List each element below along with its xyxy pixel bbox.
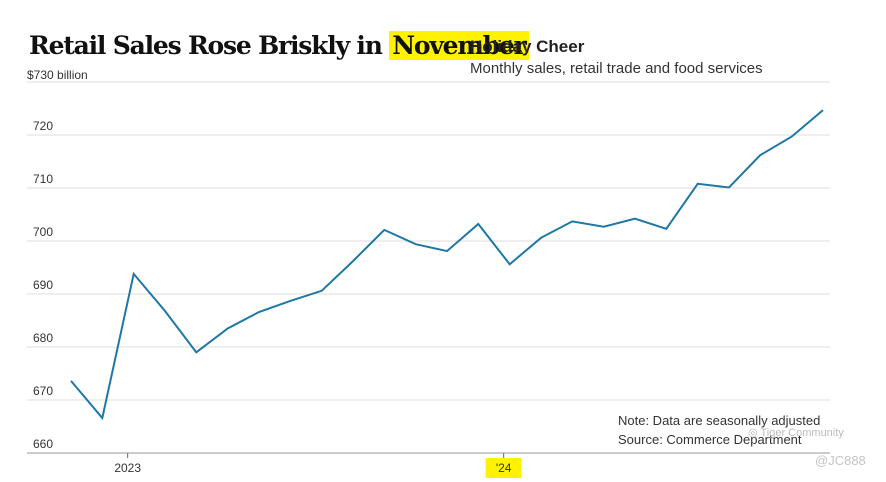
grid-lines: [27, 81, 830, 454]
source-text: Source: Commerce Department: [618, 432, 802, 447]
headline-highlight: November: [389, 31, 529, 60]
watermark-handle: @JC888: [815, 453, 866, 468]
y-tick-label-710: 710: [33, 172, 53, 186]
y-tick-label-660: 660: [33, 437, 53, 451]
x-tick-label: '24: [496, 461, 512, 475]
chart-subtitle: Monthly sales, retail trade and food ser…: [470, 60, 763, 77]
x-tick-label: 2023: [114, 461, 141, 475]
y-tick-label-690: 690: [33, 278, 53, 292]
headline: Retail Sales Rose Briskly in November: [29, 30, 529, 62]
chart-title: Holiday Cheer: [470, 37, 585, 56]
y-tick-label-700: 700: [33, 225, 53, 239]
y-unit-label: $730 billion: [27, 68, 88, 82]
y-tick-labels: 720 710 700 690 680 670 660: [33, 119, 53, 451]
y-tick-label-680: 680: [33, 331, 53, 345]
x-tick-labels: 2023 '24: [114, 453, 522, 478]
headline-text: Retail Sales Rose Briskly in: [29, 31, 390, 60]
watermark-logo-icon: ◎: [748, 427, 761, 439]
x-tick-highlight: [485, 458, 522, 478]
y-tick-label-720: 720: [33, 119, 53, 133]
note-text: Note: Data are seasonally adjusted: [618, 413, 821, 428]
watermark-community-text: Tiger Community: [760, 427, 844, 439]
watermark-community: ◎ Tiger Community: [748, 426, 844, 439]
y-tick-label-670: 670: [33, 384, 53, 398]
series-line-0: [70, 109, 824, 421]
series-lines: [70, 109, 824, 421]
